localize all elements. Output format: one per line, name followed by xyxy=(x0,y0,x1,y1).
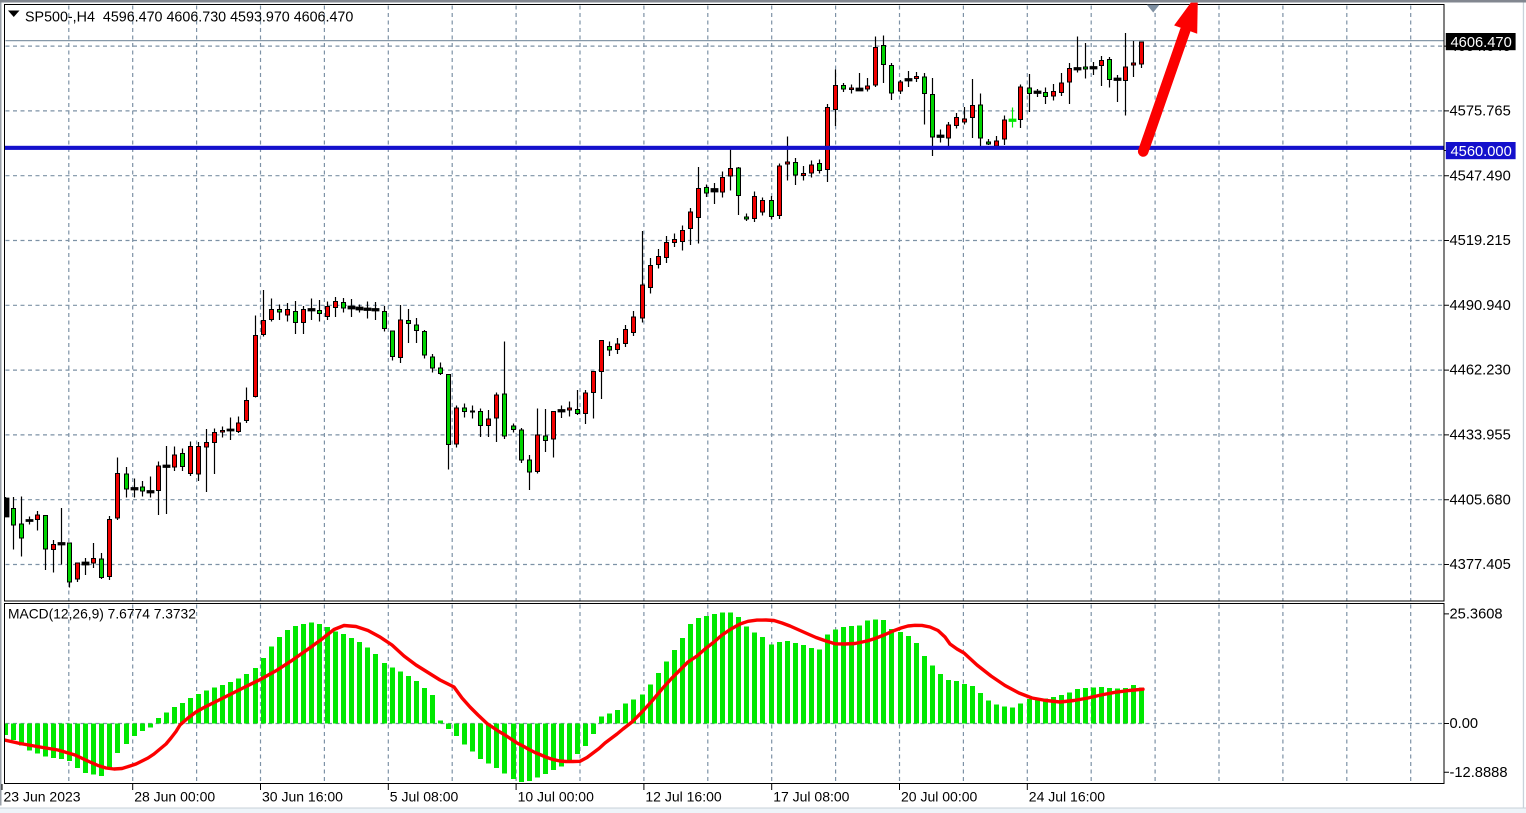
svg-text:4547.490: 4547.490 xyxy=(1450,168,1511,184)
svg-text:23 Jun 2023: 23 Jun 2023 xyxy=(4,788,81,804)
svg-text:28 Jun 00:00: 28 Jun 00:00 xyxy=(134,788,215,804)
svg-text:30 Jun 16:00: 30 Jun 16:00 xyxy=(262,788,343,804)
svg-text:5 Jul 08:00: 5 Jul 08:00 xyxy=(390,788,459,804)
svg-text:25.3608: 25.3608 xyxy=(1450,607,1503,623)
svg-text:0.00: 0.00 xyxy=(1450,716,1479,732)
svg-text:4560.000: 4560.000 xyxy=(1451,144,1512,160)
svg-text:4606.470: 4606.470 xyxy=(1451,35,1512,51)
svg-text:4575.765: 4575.765 xyxy=(1450,104,1511,120)
svg-text:4433.955: 4433.955 xyxy=(1450,428,1511,444)
svg-text:4490.940: 4490.940 xyxy=(1450,298,1511,314)
svg-text:-12.8888: -12.8888 xyxy=(1450,765,1508,781)
svg-text:4462.230: 4462.230 xyxy=(1450,363,1511,379)
svg-text:20 Jul 00:00: 20 Jul 00:00 xyxy=(901,788,977,804)
svg-text:12 Jul 16:00: 12 Jul 16:00 xyxy=(645,788,721,804)
svg-text:24 Jul 16:00: 24 Jul 16:00 xyxy=(1029,788,1105,804)
svg-text:4519.215: 4519.215 xyxy=(1450,233,1511,249)
svg-text:4377.405: 4377.405 xyxy=(1450,557,1511,573)
svg-text:17 Jul 08:00: 17 Jul 08:00 xyxy=(773,788,849,804)
svg-text:4405.680: 4405.680 xyxy=(1450,492,1511,508)
svg-text:SP500-,H4 4596.470 4606.730 4: SP500-,H4 4596.470 4606.730 4593.970 460… xyxy=(25,10,353,26)
svg-text:MACD(12,26,9) 7.6774 7.3732: MACD(12,26,9) 7.6774 7.3732 xyxy=(8,607,196,622)
svg-text:10 Jul 00:00: 10 Jul 00:00 xyxy=(518,788,594,804)
